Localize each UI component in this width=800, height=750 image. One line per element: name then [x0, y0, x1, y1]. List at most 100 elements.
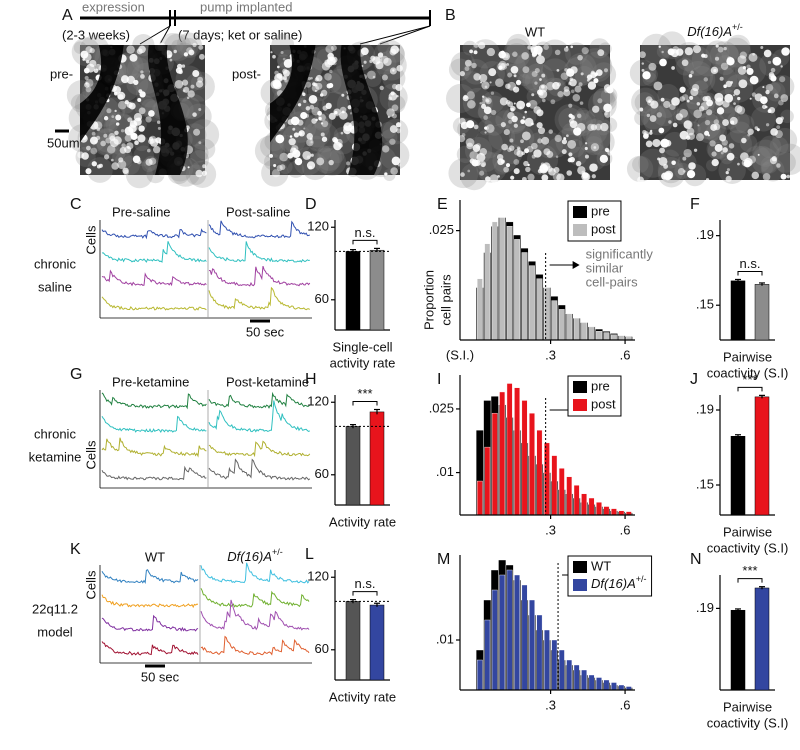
cell: [274, 73, 283, 83]
legend-label: pre: [591, 203, 610, 218]
cell: [466, 120, 475, 129]
cell: [670, 48, 679, 58]
cell: [639, 107, 644, 112]
bar: [730, 280, 746, 341]
panel-label: K: [70, 541, 81, 558]
micrograph: [445, 33, 618, 191]
cell: [195, 80, 204, 88]
cell: [182, 89, 186, 93]
cell: [386, 108, 395, 117]
histogram-bar: [573, 664, 580, 691]
cell: [499, 97, 508, 106]
cell: [485, 176, 491, 182]
cell: [138, 125, 145, 132]
histogram-bar: [566, 659, 573, 691]
cell: [507, 147, 512, 153]
cell: [688, 74, 693, 78]
cell: [737, 55, 747, 65]
cell: [714, 144, 723, 152]
image-title-base: Df(16)A: [687, 24, 732, 39]
cell: [192, 112, 197, 117]
trace: [101, 415, 207, 433]
cell: [156, 120, 161, 124]
cell: [724, 93, 734, 103]
cell: [749, 75, 759, 85]
trace: [200, 588, 310, 608]
cell: [341, 93, 345, 97]
cell: [746, 64, 751, 69]
cell: [473, 42, 479, 48]
histogram-bar: [484, 619, 491, 691]
cell: [592, 105, 600, 113]
cell: [589, 163, 598, 172]
cell: [114, 109, 117, 113]
haze: [188, 119, 220, 151]
haze: [254, 135, 286, 167]
cell: [188, 49, 195, 56]
y-label: Cells: [83, 570, 98, 599]
cell: [84, 82, 90, 88]
cell: [587, 81, 597, 90]
haze: [626, 155, 654, 183]
haze: [765, 81, 786, 102]
haze: [171, 39, 184, 52]
cell: [637, 176, 644, 184]
significance-bracket: [352, 239, 378, 245]
cell: [533, 149, 542, 158]
haze: [631, 87, 660, 117]
cell: [187, 90, 195, 98]
cell: [748, 52, 758, 62]
cell: [778, 99, 784, 106]
trace-header: WT: [145, 549, 165, 564]
cell: [516, 150, 524, 157]
cell: [126, 45, 135, 54]
y-axis-label: cell pairs: [438, 274, 453, 326]
haze: [317, 145, 332, 160]
haze: [638, 148, 668, 178]
haze: [643, 105, 674, 136]
cell: [173, 49, 177, 54]
cell: [504, 54, 509, 59]
trace: [208, 458, 311, 481]
cell: [568, 152, 573, 157]
cell: [645, 96, 653, 103]
cell: [754, 93, 763, 102]
trace: [101, 269, 207, 287]
y-tick-label: 120: [307, 219, 329, 234]
cell: [297, 119, 304, 126]
cell: [86, 63, 95, 73]
cell: [652, 138, 661, 148]
panel-label: B: [445, 7, 456, 24]
histogram-bar: [484, 446, 491, 516]
cell: [339, 111, 348, 120]
cell: [711, 151, 717, 157]
cell: [561, 149, 567, 155]
cell: [554, 49, 561, 56]
cell: [730, 120, 735, 125]
cell: [115, 114, 122, 121]
cell: [574, 85, 582, 93]
haze: [675, 57, 694, 76]
cell: [566, 134, 569, 138]
haze: [470, 39, 501, 69]
cell: [775, 117, 783, 125]
cell: [717, 46, 724, 53]
haze: [127, 57, 151, 81]
cell: [539, 78, 542, 81]
cell: [124, 134, 132, 142]
cell: [340, 131, 344, 135]
cell: [497, 175, 500, 178]
y-tick-label: .01: [436, 631, 454, 646]
cell: [541, 84, 545, 89]
trace: [200, 562, 310, 584]
cell: [372, 75, 376, 79]
haze: [313, 147, 340, 174]
significance-label: ***: [742, 563, 757, 578]
trace: [101, 392, 207, 410]
cell: [479, 170, 485, 176]
x-axis-label: Activity rate: [329, 689, 396, 704]
haze: [278, 159, 293, 175]
haze: [753, 145, 773, 166]
panel-label: H: [305, 371, 317, 388]
